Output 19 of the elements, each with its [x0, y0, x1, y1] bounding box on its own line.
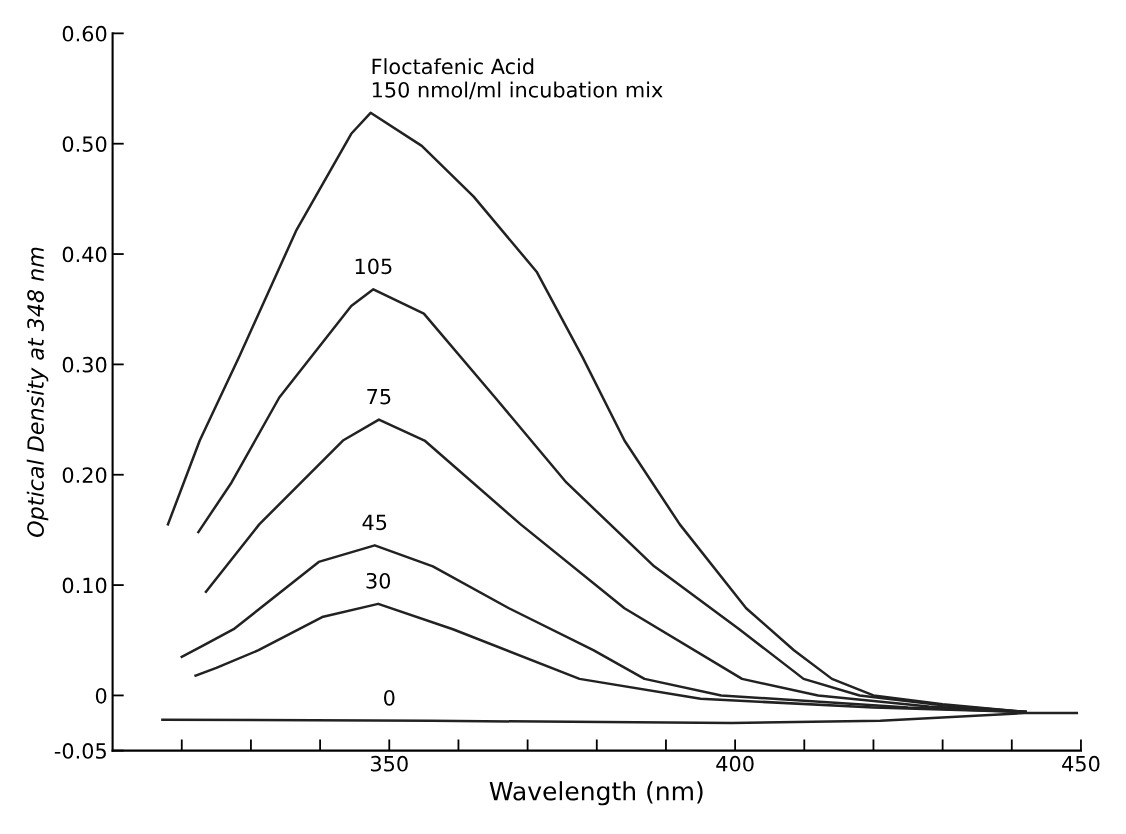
y-tick-label: 0.40: [62, 246, 107, 263]
x-tick-label: 350: [370, 755, 408, 772]
x-axis-title: Wavelength (nm): [489, 781, 703, 806]
y-tick-label: 0.50: [62, 136, 107, 152]
annotation: 75: [367, 388, 391, 405]
annotation: 105: [355, 258, 392, 275]
y-tick-label: 0.10: [62, 577, 107, 594]
x-tick-label: 450: [1062, 755, 1100, 772]
y-tick-label: 0: [95, 687, 107, 704]
y-tick-label: 0.30: [62, 356, 107, 373]
annotation: 30: [366, 572, 391, 589]
y-tick-label: -0.05: [54, 743, 106, 759]
annotation: 45: [362, 514, 387, 531]
annotation: Floctafenic Acid 150 nmol/ml incubation mix: [372, 58, 663, 100]
y-axis-title: Optical Density at 348 nm: [26, 247, 49, 537]
y-tick-label: 0.60: [62, 25, 107, 42]
y-tick-label: 0.20: [62, 467, 107, 483]
annotation: 0: [384, 689, 395, 706]
x-tick-label: 400: [716, 755, 754, 772]
